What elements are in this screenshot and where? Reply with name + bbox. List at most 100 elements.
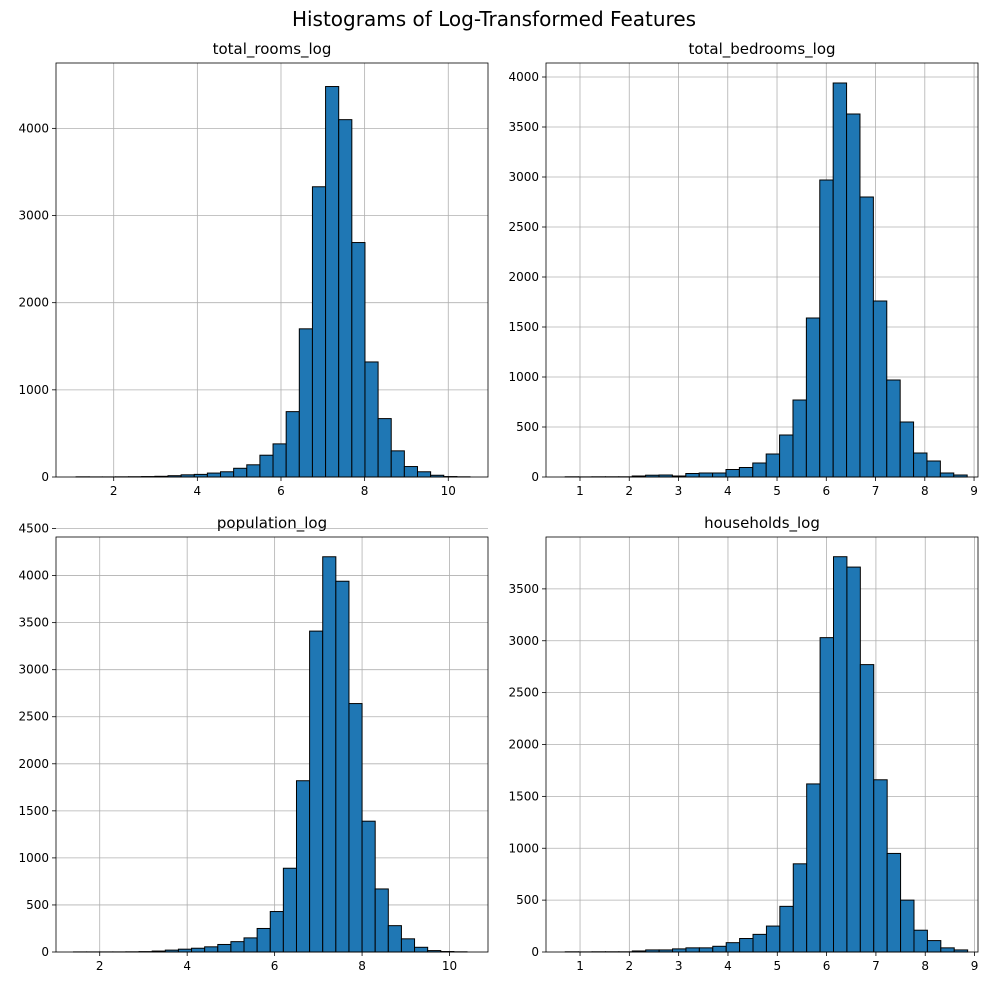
histogram-bar: [846, 113, 861, 478]
y-tick-label: 1500: [508, 789, 539, 803]
histogram-bar: [698, 947, 714, 953]
histogram-bar: [309, 630, 324, 953]
x-tick-label: 8: [358, 959, 366, 973]
y-tick-label: 2500: [508, 686, 539, 700]
histogram-bar: [873, 779, 888, 953]
histogram-bar: [243, 937, 258, 953]
x-tick-label: 5: [773, 484, 781, 498]
histogram-bar: [285, 411, 300, 478]
histogram-bar: [806, 783, 821, 953]
y-tick-label: 3000: [508, 634, 539, 648]
histogram-bar: [712, 472, 727, 478]
histogram-bar: [374, 888, 389, 953]
histogram-bar: [377, 418, 392, 478]
histogram-bar: [204, 946, 219, 953]
axes-frame: [55, 536, 489, 953]
y-tick-label: 3500: [508, 582, 539, 596]
x-tick-label: 8: [921, 959, 929, 973]
histogram-bar: [859, 664, 875, 953]
y-tick-label: 3000: [508, 170, 539, 184]
histogram-bar: [403, 466, 418, 478]
histogram-bar: [364, 361, 379, 478]
histogram-bar: [886, 852, 902, 953]
histogram-bar: [311, 186, 327, 478]
histogram-bar: [859, 196, 874, 478]
y-tick-label: 4000: [18, 569, 49, 583]
y-tick-label: 0: [531, 945, 539, 959]
histogram-bar: [913, 929, 928, 953]
x-tick-label: 6: [823, 959, 831, 973]
histogram-bar: [230, 941, 245, 953]
y-tick-label: 4000: [508, 70, 539, 84]
x-tick-label: 3: [675, 959, 683, 973]
histogram-bar: [765, 453, 781, 478]
panel-total-bedrooms-log: 1 2 3 4 5 6 7 8 9 0 500 1000 1500 2000 2500 3000 3500 400…: [508, 40, 979, 498]
y-tick-label: 3500: [18, 616, 49, 630]
histogram-bar: [220, 471, 235, 478]
histogram-bar: [792, 399, 807, 478]
histogram-bar: [846, 566, 861, 953]
y-tick-label: 500: [26, 898, 49, 912]
histogram-bar: [351, 242, 366, 478]
histogram-bar: [338, 119, 353, 478]
y-tick-label: 2000: [508, 738, 539, 752]
y-tick-label: 4500: [18, 522, 49, 536]
x-tick-label: 8: [921, 484, 929, 498]
x-tick-label: 4: [194, 484, 202, 498]
y-tick-label: 1000: [508, 370, 539, 384]
histogram-bar: [400, 938, 416, 953]
x-tick-label: 7: [872, 959, 880, 973]
histogram-bar: [191, 947, 206, 953]
panel-title: total_rooms_log: [213, 40, 332, 59]
panel-title: households_log: [704, 514, 820, 533]
y-tick-label: 1000: [508, 841, 539, 855]
histogram-bar: [361, 820, 376, 953]
x-tick-label: 2: [96, 959, 104, 973]
histogram-bar: [940, 947, 955, 953]
panel-total-rooms-log: 2 4 6 8 10 0 1000 2000 3000 4000 total_rooms_log: [18, 40, 489, 498]
histogram-bar: [779, 434, 794, 478]
histogram-bar: [390, 450, 405, 478]
histogram-bar: [206, 472, 222, 478]
panel-households-log: 1 2 3 4 5 6 7 8 9 0 500 1000 1500 2000 2500 3000 3500 hou…: [508, 514, 979, 973]
y-tick-label: 1500: [18, 804, 49, 818]
x-tick-label: 4: [724, 484, 732, 498]
y-tick-label: 2500: [18, 710, 49, 724]
histogram-bar: [779, 905, 794, 953]
histogram-bar: [672, 948, 687, 953]
histogram-bar: [738, 467, 754, 478]
histogram-bar: [926, 460, 941, 478]
histogram-bar: [295, 780, 311, 953]
histogram-bar: [217, 943, 232, 953]
x-tick-label: 2: [626, 959, 634, 973]
x-tick-label: 8: [361, 484, 369, 498]
histogram-bar: [256, 927, 271, 953]
histogram-bar: [832, 82, 848, 478]
histogram-bar: [685, 947, 700, 953]
histogram-bar: [177, 948, 193, 953]
x-tick-label: 2: [110, 484, 118, 498]
histogram-bar: [272, 443, 287, 478]
histogram-bar: [698, 472, 714, 478]
x-tick-label: 6: [822, 484, 830, 498]
x-tick-label: 1: [576, 484, 584, 498]
histogram-bar: [298, 328, 313, 478]
histogram-bar: [322, 556, 337, 953]
histogram-bar: [833, 556, 848, 953]
y-tick-label: 1500: [508, 320, 539, 334]
histogram-bar: [900, 899, 915, 953]
x-tick-label: 9: [970, 484, 978, 498]
x-tick-label: 9: [971, 959, 979, 973]
histogram-bar: [939, 472, 955, 478]
histogram-bar: [752, 933, 767, 953]
x-tick-label: 6: [277, 484, 285, 498]
histogram-bar: [913, 452, 928, 478]
y-tick-label: 2000: [18, 757, 49, 771]
histogram-bar: [685, 473, 700, 478]
y-tick-label: 0: [41, 945, 49, 959]
y-tick-label: 4000: [18, 121, 49, 135]
y-tick-label: 500: [516, 420, 539, 434]
histogram-bar: [325, 86, 340, 478]
histogram-bar: [819, 637, 835, 953]
